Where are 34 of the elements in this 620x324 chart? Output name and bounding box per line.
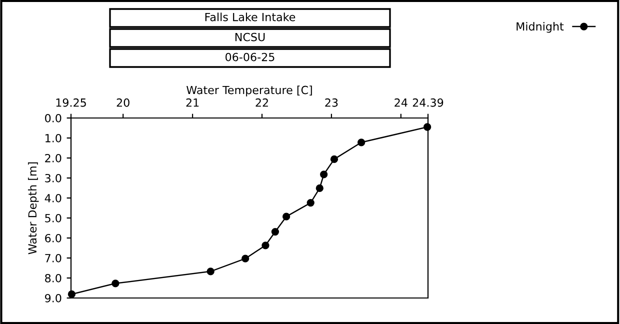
chart-title: Falls Lake Intake <box>205 12 296 22</box>
x-tick-label: 21 <box>186 98 199 107</box>
y-tick-label: 1.0 <box>46 134 62 142</box>
y-tick-label: 4.0 <box>44 194 62 202</box>
point <box>242 254 250 262</box>
point <box>316 184 324 192</box>
x-tick-label: 24.39 <box>412 98 444 107</box>
point <box>262 242 270 250</box>
y-tick-label: 0.0 <box>45 114 62 122</box>
x-tick-label: 19.25 <box>56 98 86 107</box>
y-tick-label: 6.0 <box>45 234 62 242</box>
legend-label: Midnight <box>516 22 564 33</box>
x-tick-label: 24 <box>394 98 408 107</box>
point <box>330 155 338 164</box>
x-tick-label: 23 <box>325 98 338 107</box>
x-axis-title: Water Temperature [C] <box>186 86 312 96</box>
point <box>282 212 290 220</box>
y-axis-title: Water Depth [m] <box>28 162 39 254</box>
y-tick-label: 5.0 <box>45 214 62 222</box>
y-tick-label: 7.0 <box>45 254 62 262</box>
point <box>320 170 328 178</box>
y-tick-label: 9.0 <box>45 294 62 302</box>
point <box>306 198 314 207</box>
y-tick-label: 2.0 <box>45 154 62 162</box>
x-tick-label: 20 <box>116 98 130 107</box>
y-tick-label: 3.0 <box>45 174 62 182</box>
point <box>358 138 366 146</box>
point <box>206 268 214 276</box>
y-tick-label: 8.0 <box>45 274 62 282</box>
chart-subtitle: NCSU <box>235 32 265 42</box>
point <box>271 228 280 236</box>
point <box>112 280 120 288</box>
text: 06-06-25 <box>226 52 274 62</box>
x-tick-label: 22 <box>256 98 268 107</box>
